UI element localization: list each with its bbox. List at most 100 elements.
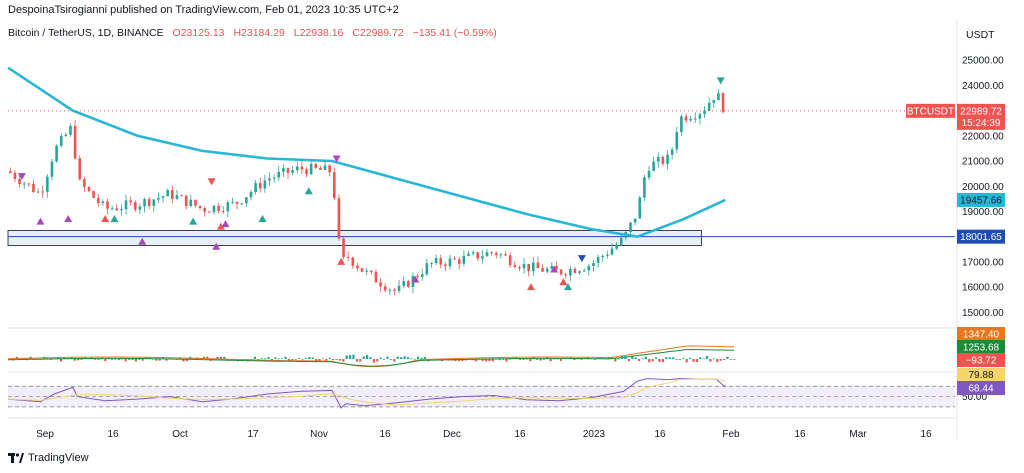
macd-histogram-bar (270, 359, 273, 361)
candle-body (555, 265, 558, 270)
macd-histogram-bar (366, 354, 369, 359)
macd-histogram-bar (369, 357, 372, 359)
macd-histogram-bar (488, 359, 491, 362)
candle-body (249, 191, 253, 198)
tradingview-footer[interactable]: TradingView (8, 452, 89, 464)
macd-histogram-bar (223, 356, 226, 359)
candle-body (383, 286, 387, 291)
signal-marker (216, 222, 225, 230)
macd-histogram-bar (134, 359, 137, 362)
macd-histogram-bar (342, 359, 345, 362)
time-tick-label: 2023 (583, 429, 606, 440)
macd-histogram-bar (665, 357, 668, 359)
symbol-title[interactable]: Bitcoin / TetherUS, 1D, BINANCE (8, 27, 164, 39)
macd-histogram-bar (491, 359, 494, 362)
candle-body (282, 168, 285, 172)
candle-body (110, 208, 114, 210)
time-tick-label: Oct (172, 429, 188, 440)
macd-histogram-bar (597, 357, 600, 359)
macd-histogram-bar (328, 357, 331, 359)
brand-label: TradingView (28, 452, 89, 464)
candle-body (420, 274, 424, 277)
candle-body (277, 171, 281, 178)
last-price-tag (957, 103, 1005, 130)
time-tick-label: Nov (310, 429, 328, 440)
macd-histogram-bar (406, 357, 409, 359)
macd-tag (957, 353, 1005, 367)
macd-histogram-bar (559, 359, 562, 361)
time-tick-label: Dec (443, 429, 461, 440)
candle-body (550, 265, 554, 269)
macd-histogram-bar (141, 359, 144, 361)
moving-average-line (7, 66, 726, 239)
candle-body (504, 254, 507, 256)
macd-histogram-bar (420, 357, 423, 359)
macd-histogram-bar (311, 357, 314, 359)
macd-histogram-bar (542, 359, 545, 360)
signal-marker (189, 217, 198, 225)
candle-body (407, 281, 410, 287)
macd-histogram-bar (117, 359, 120, 361)
candle-body (22, 183, 26, 185)
currency-label[interactable]: USDT (966, 29, 995, 41)
support-zone (7, 230, 702, 246)
candle-body (323, 165, 327, 170)
macd-histogram-bar (335, 359, 338, 360)
macd-histogram-bar (145, 356, 148, 359)
macd-histogram-bar (287, 359, 290, 362)
macd-histogram-bar (580, 358, 583, 360)
macd-histogram-bar (46, 357, 49, 359)
candle-body (161, 196, 165, 198)
rsi-value: 68.44 (968, 384, 993, 395)
low-value: L22938.16 (293, 27, 344, 39)
candle-body (444, 264, 447, 267)
candle-body (64, 134, 68, 136)
candle-body (217, 205, 220, 211)
candle-body (434, 258, 438, 264)
macd-histogram-bar (644, 356, 647, 359)
symbol-tag (906, 103, 955, 118)
candle-body (32, 183, 35, 192)
macd-histogram-bar (379, 357, 382, 359)
macd-histogram-bar (712, 358, 715, 360)
macd-histogram-bar (128, 359, 131, 360)
candle-body (46, 176, 49, 192)
candle-body (319, 167, 322, 170)
time-tick-label: 16 (920, 429, 932, 440)
macd-histogram-bar (216, 356, 219, 359)
macd-histogram-bar (655, 357, 658, 359)
macd-histogram-bar (15, 356, 18, 359)
price-tick-label: 21000.00 (962, 157, 1004, 168)
candle-body (499, 254, 503, 256)
macd-histogram-bar (403, 356, 406, 359)
candle-body (231, 201, 234, 203)
macd-histogram-bar (709, 359, 712, 362)
candle-body (573, 268, 577, 273)
macd-histogram-bar (77, 359, 80, 361)
price-tick-label: 22000.00 (962, 131, 1004, 142)
open-value: O23125.13 (172, 27, 225, 39)
candle-body (643, 177, 646, 198)
symbol-tag-label: BTCUSDT (907, 106, 954, 117)
candle-body (619, 237, 623, 245)
macd-histogram-bar (386, 356, 389, 359)
candle-body (235, 201, 239, 204)
tradingview-logo-icon (8, 453, 24, 463)
macd-histogram-bar (617, 358, 620, 360)
time-tick-label: Feb (722, 429, 740, 440)
candle-body (666, 154, 669, 164)
macd-histogram-bar (587, 357, 590, 359)
candle-body (675, 131, 679, 150)
candle-body (272, 177, 276, 179)
candle-body (578, 271, 581, 273)
signal-marker (36, 217, 45, 225)
macd-histogram-bar (485, 359, 488, 362)
candle-body (208, 211, 211, 213)
candle-body (365, 270, 368, 272)
candle-body (490, 252, 493, 254)
macd-histogram-bar (158, 359, 161, 361)
candle-body (388, 289, 392, 291)
candle-body (541, 267, 544, 272)
macd-histogram-bar (699, 357, 702, 359)
